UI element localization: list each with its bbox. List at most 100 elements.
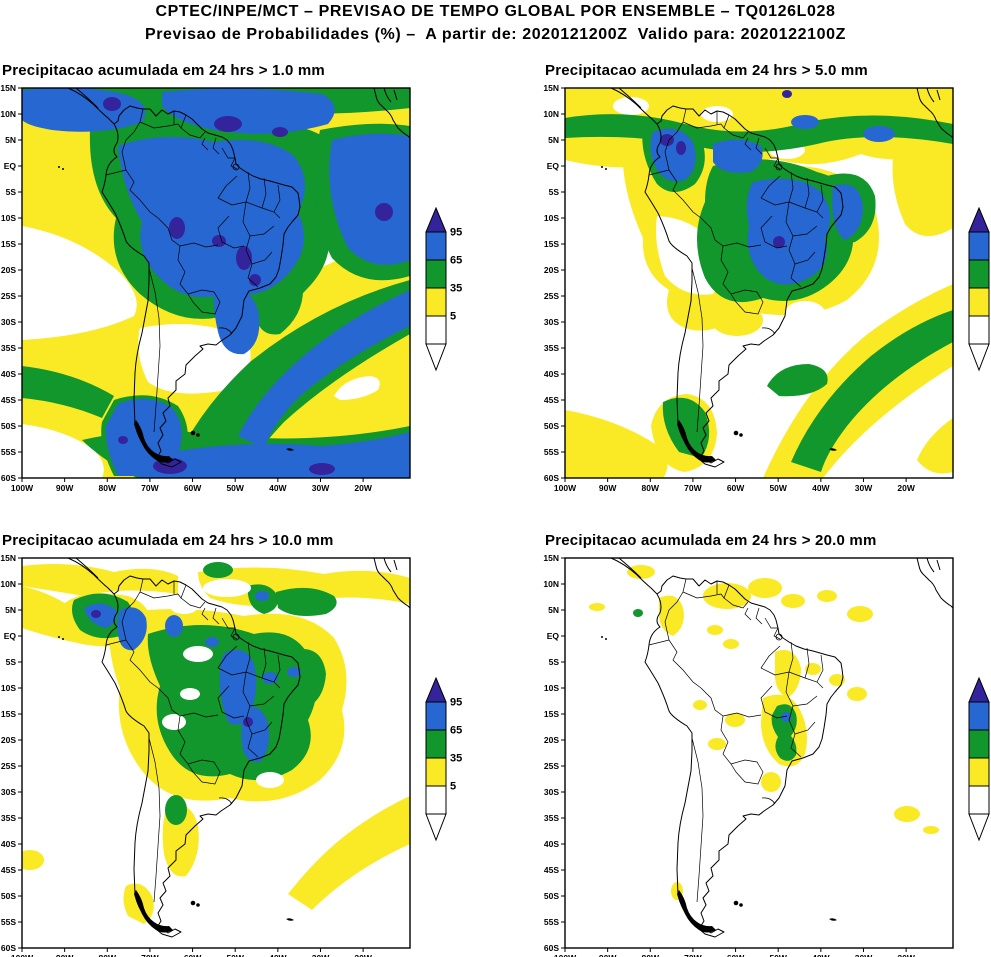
svg-text:55S: 55S: [1, 447, 16, 457]
svg-text:25S: 25S: [544, 761, 559, 771]
svg-text:10S: 10S: [544, 683, 559, 693]
lon-axis: 100W 90W 80W 70W 60W 50W 40W 30W 20W: [554, 948, 916, 957]
panel-map: 15N 10N 5N EQ 5S 10S 15S 20S 25S 30S 35S 40S 45S 50S 5…: [543, 82, 991, 496]
svg-text:50S: 50S: [1, 891, 16, 901]
svg-text:40S: 40S: [1, 369, 16, 379]
panel-precip-gt-1mm: Precipitacao acumulada em 24 hrs > 1.0 m…: [0, 62, 472, 498]
svg-text:25S: 25S: [1, 761, 16, 771]
svg-text:20S: 20S: [544, 735, 559, 745]
svg-text:65: 65: [450, 255, 462, 267]
svg-text:100W: 100W: [11, 953, 34, 957]
svg-text:45S: 45S: [1, 865, 16, 875]
map-svg-gt-1mm: 15N 10N 5N EQ 5S 10S 15S 20S 25S 30S 35S 40S 45S 50S 5…: [0, 83, 462, 493]
svg-text:100W: 100W: [554, 953, 577, 957]
svg-text:40W: 40W: [812, 483, 830, 493]
svg-text:60S: 60S: [1, 943, 16, 953]
svg-text:35S: 35S: [544, 343, 559, 353]
svg-text:50S: 50S: [544, 421, 559, 431]
map-frame: [564, 87, 954, 479]
svg-text:5N: 5N: [548, 135, 559, 145]
svg-text:40W: 40W: [812, 953, 830, 957]
svg-text:45S: 45S: [544, 395, 559, 405]
svg-text:5S: 5S: [549, 657, 560, 667]
probability-colorbar: 95 65 35 5: [425, 206, 462, 372]
svg-text:55S: 55S: [544, 917, 559, 927]
svg-text:30S: 30S: [1, 787, 16, 797]
lon-axis: 100W 90W 80W 70W 60W 50W 40W 30W 20W: [11, 478, 373, 493]
svg-text:60S: 60S: [544, 943, 559, 953]
svg-text:55S: 55S: [544, 447, 559, 457]
country-borders: [105, 578, 281, 903]
svg-text:10N: 10N: [543, 579, 559, 589]
svg-text:20W: 20W: [897, 953, 915, 957]
svg-text:50S: 50S: [544, 891, 559, 901]
svg-text:5N: 5N: [5, 605, 16, 615]
lat-axis: 15N 10N 5N EQ 5S 10S 15S 20S 25S 30S 35S 40S 45S 50S 5…: [0, 83, 22, 483]
svg-text:5N: 5N: [548, 605, 559, 615]
islands: [601, 163, 837, 463]
panel-precip-gt-5mm: Precipitacao acumulada em 24 hrs > 5.0 m…: [543, 62, 991, 498]
panel-title: Precipitacao acumulada em 24 hrs > 1.0 m…: [2, 62, 325, 79]
svg-text:5S: 5S: [549, 187, 560, 197]
page-title: CPTEC/INPE/MCT – PREVISAO DE TEMPO GLOBA…: [155, 3, 836, 20]
svg-text:15N: 15N: [0, 83, 16, 93]
svg-text:15S: 15S: [544, 239, 559, 249]
map-frame: [21, 557, 411, 949]
islands: [58, 633, 294, 933]
svg-text:60W: 60W: [184, 953, 202, 957]
svg-text:20W: 20W: [354, 483, 372, 493]
contour-fills: [22, 88, 410, 478]
svg-text:95: 95: [450, 697, 462, 709]
lon-axis: 100W 90W 80W 70W 60W 50W 40W 30W 20W: [554, 478, 916, 493]
svg-text:90W: 90W: [599, 483, 617, 493]
panel-precip-gt-10mm: Precipitacao acumulada em 24 hrs > 10.0 …: [0, 532, 472, 957]
svg-text:15S: 15S: [544, 709, 559, 719]
svg-text:40S: 40S: [1, 839, 16, 849]
svg-text:55S: 55S: [1, 917, 16, 927]
panel-map: 15N 10N 5N EQ 5S 10S 15S 20S 25S 30S 35S 40S 45S 50S 5…: [0, 82, 472, 496]
svg-text:90W: 90W: [599, 953, 617, 957]
svg-text:5: 5: [450, 311, 456, 323]
lat-axis: 15N 10N 5N EQ 5S 10S 15S 20S 25S 30S 35S 40S 45S 50S 5…: [543, 83, 565, 483]
svg-text:20S: 20S: [1, 265, 16, 275]
svg-text:5: 5: [450, 781, 456, 793]
coastline: [610, 557, 954, 938]
svg-text:70W: 70W: [141, 953, 159, 957]
svg-text:15S: 15S: [1, 709, 16, 719]
svg-text:60W: 60W: [184, 483, 202, 493]
svg-text:25S: 25S: [544, 291, 559, 301]
svg-text:EQ: EQ: [4, 631, 17, 641]
map-frame: [21, 87, 411, 479]
svg-text:15N: 15N: [543, 553, 559, 563]
svg-text:95: 95: [450, 227, 462, 239]
svg-text:40W: 40W: [269, 483, 287, 493]
contour-fills: [589, 565, 939, 900]
svg-text:5S: 5S: [6, 187, 17, 197]
svg-text:35: 35: [450, 283, 462, 295]
svg-text:45S: 45S: [1, 395, 16, 405]
svg-text:30S: 30S: [544, 787, 559, 797]
svg-text:20W: 20W: [354, 953, 372, 957]
panel-title: Precipitacao acumulada em 24 hrs > 20.0 …: [545, 532, 877, 549]
svg-text:10S: 10S: [544, 213, 559, 223]
svg-text:50S: 50S: [1, 421, 16, 431]
svg-text:30W: 30W: [855, 953, 873, 957]
coastline: [67, 557, 411, 938]
svg-text:50W: 50W: [226, 953, 244, 957]
svg-text:60W: 60W: [727, 953, 745, 957]
svg-text:65: 65: [450, 725, 462, 737]
map-svg-gt-20mm: 15N 10N 5N EQ 5S 10S 15S 20S 25S 30S 35S 40S 45S 50S 5…: [543, 553, 990, 957]
svg-text:45S: 45S: [544, 865, 559, 875]
islands: [601, 633, 837, 933]
svg-text:10N: 10N: [0, 109, 16, 119]
svg-text:30W: 30W: [312, 953, 330, 957]
svg-text:70W: 70W: [684, 953, 702, 957]
svg-text:35: 35: [450, 753, 462, 765]
svg-text:60S: 60S: [544, 473, 559, 483]
svg-text:100W: 100W: [11, 483, 34, 493]
contour-fills: [22, 562, 410, 924]
svg-text:80W: 80W: [99, 483, 117, 493]
